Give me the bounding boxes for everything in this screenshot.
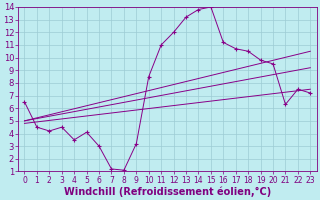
X-axis label: Windchill (Refroidissement éolien,°C): Windchill (Refroidissement éolien,°C) [64,186,271,197]
